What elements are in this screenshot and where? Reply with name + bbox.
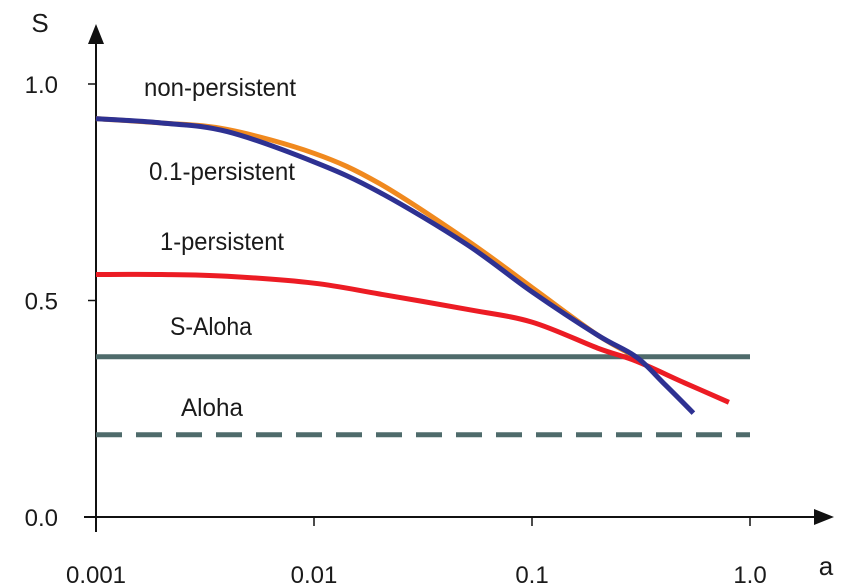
y-tick-label: 0.5: [25, 289, 58, 316]
label-1-persistent: 1-persistent: [160, 228, 284, 256]
x-axis-title: a: [819, 551, 834, 581]
y-axis-title: S: [31, 8, 48, 38]
label-s-aloha: S-Aloha: [170, 313, 252, 341]
x-tick-label: 1.0: [733, 562, 766, 587]
y-tick-label: 0.0: [25, 505, 58, 532]
x-tick-label: 0.001: [66, 562, 126, 587]
y-ticks: 0.0 0.5 1.0: [25, 72, 96, 532]
label-non-persistent: non-persistent: [144, 74, 296, 102]
x-tick-label: 0.01: [291, 562, 338, 587]
label-aloha: Aloha: [181, 394, 243, 422]
x-axis-arrow-icon: [814, 509, 834, 525]
y-tick-label: 1.0: [25, 72, 58, 99]
label-0.1-persistent: 0.1-persistent: [149, 158, 295, 186]
y-axis-arrow-icon: [88, 24, 104, 44]
axes: [84, 24, 834, 532]
series-lines: [95, 116, 750, 438]
x-ticks: 0.001 0.01 0.1 1.0: [66, 517, 767, 587]
x-tick-label: 0.1: [515, 562, 548, 587]
series-line-0-1-persistent: [95, 116, 696, 415]
